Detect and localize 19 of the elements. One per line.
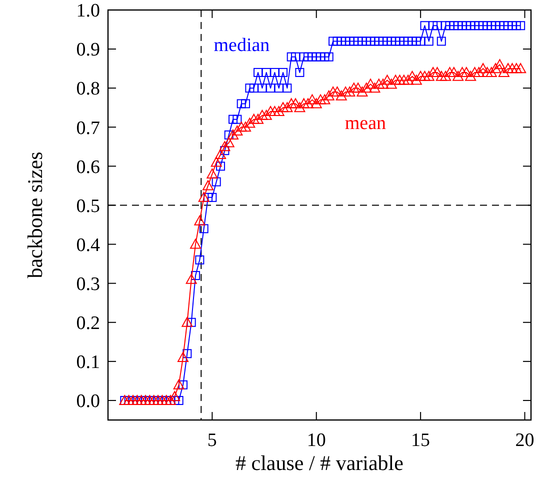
y-tick-label: 0.1 (76, 352, 100, 374)
y-tick-label: 0.3 (76, 274, 100, 295)
y-axis-title: backbone sizes (23, 152, 47, 278)
x-tick-label: 5 (207, 430, 217, 451)
y-tick-label: 0.0 (76, 391, 100, 412)
y-tick-label: 1.0 (76, 0, 100, 22)
series-label: median (214, 35, 270, 56)
x-tick-label: 20 (515, 430, 534, 451)
y-tick-label: 0.4 (76, 234, 100, 256)
y-tick-label: 0.9 (76, 40, 100, 61)
y-tick-label: 0.8 (76, 78, 100, 100)
x-tick-label: 10 (306, 430, 326, 451)
y-tick-label: 0.2 (76, 313, 100, 334)
y-tick-label: 0.7 (76, 118, 100, 139)
series-label: mean (344, 112, 387, 134)
x-tick-label: 15 (411, 430, 430, 451)
x-axis-title: # clause / # variable (236, 451, 404, 475)
y-tick-label: 0.6 (76, 156, 100, 178)
y-tick-label: 0.5 (76, 196, 100, 217)
